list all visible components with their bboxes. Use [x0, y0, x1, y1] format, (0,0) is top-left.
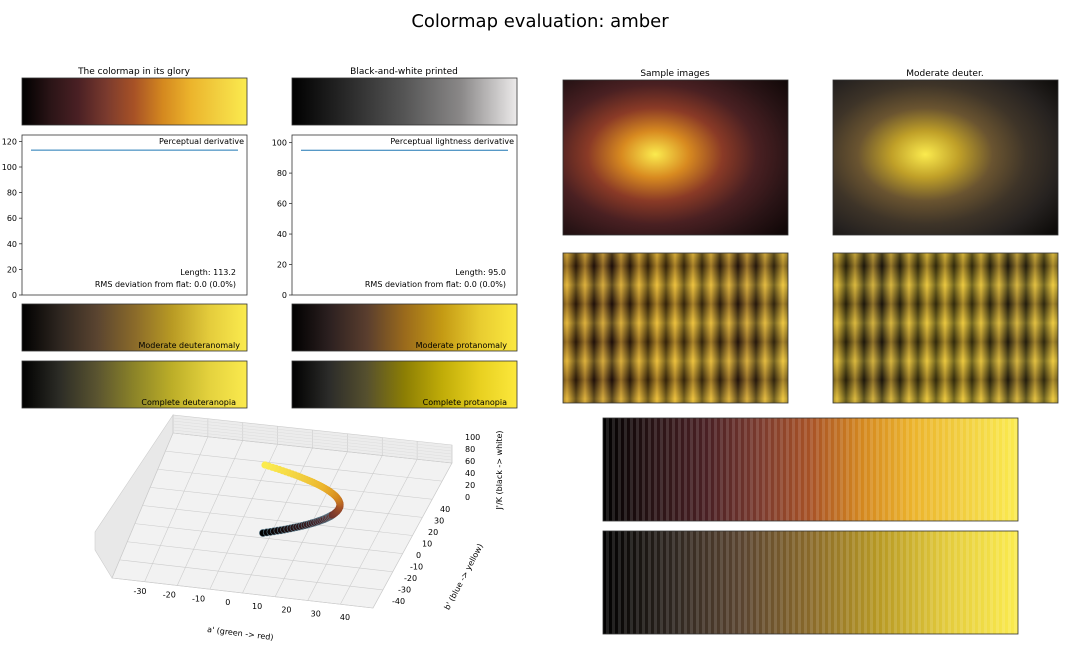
big-deuter-bar: [602, 530, 1019, 635]
floor-pane: [111, 432, 453, 609]
y-tick-label: 120: [2, 137, 17, 146]
glory-title: The colormap in its glory: [77, 67, 191, 77]
rms-annotation: RMS deviation from flat: 0.0 (0.0%): [365, 280, 506, 289]
y-tick-label: 20: [428, 528, 438, 537]
grid-line: [142, 505, 413, 536]
z-tick-label: 20: [465, 481, 475, 490]
comp-prot-bar: [291, 360, 518, 409]
y-tick-label: 0: [282, 291, 287, 300]
y-tick-label: 60: [277, 200, 287, 209]
y-tick-label: -20: [404, 574, 417, 583]
mod-prot-label: Moderate protanomaly: [416, 341, 508, 350]
plot-title: Perceptual derivative: [159, 137, 244, 146]
rms-annotation: RMS deviation from flat: 0.0 (0.0%): [95, 280, 236, 289]
mod-deut-label: Moderate deuteranomaly: [138, 341, 240, 350]
mod-prot-bar: [291, 303, 518, 352]
grid-line: [172, 432, 453, 464]
colormap-point: [261, 461, 269, 469]
y-tick-label: 100: [2, 163, 17, 172]
y-tick-label: 100: [272, 139, 287, 148]
y-tick-label: -30: [398, 586, 411, 595]
z-tick-label: 40: [465, 469, 475, 478]
grid-line: [134, 523, 403, 554]
length-annotation: Length: 113.2: [180, 268, 236, 277]
grid-line: [172, 429, 453, 461]
sample-image-terrain: [562, 79, 789, 236]
y-tick-label: 80: [7, 189, 17, 198]
comp-deut-bar: [21, 360, 248, 409]
y-axis-label: b' (blue -> yellow): [443, 542, 485, 611]
grid-line: [165, 450, 443, 482]
colormap-bar: [21, 77, 248, 126]
grid-line: [127, 541, 393, 573]
grid-line: [172, 423, 453, 455]
y-tick-label: 40: [440, 505, 450, 514]
z-tick-label: 100: [465, 433, 480, 442]
lightness-derivative-plot: 0 20 40 60 80 100 Perceptual lightness derivat…: [272, 134, 518, 300]
z-tick-label: 0: [465, 493, 470, 502]
x-tick-label: 0: [225, 598, 230, 607]
y-tick-label: 0: [416, 551, 421, 560]
bw-title: Black-and-white printed: [350, 67, 458, 77]
x-tick-label: -10: [192, 594, 205, 603]
z-tick-label: 60: [465, 457, 475, 466]
figure-title: Colormap evaluation: amber: [411, 11, 669, 32]
deuter-image-waves: [832, 252, 1059, 404]
z-axis-label: J'/K (black -> white): [495, 430, 504, 510]
grid-line: [172, 417, 453, 449]
y-tick-label: 20: [277, 261, 287, 270]
deuter-image-terrain: [832, 79, 1059, 236]
y-tick-label: 0: [12, 291, 17, 300]
y-tick-label: 40: [277, 230, 287, 239]
y-tick-label: -10: [410, 563, 423, 572]
x-tick-label: 10: [252, 602, 262, 611]
y-tick-label: 60: [7, 214, 17, 223]
y-tick-label: -40: [392, 597, 405, 606]
3d-colorspace-plot: -30 -20 -10 0 10 20 30 40a' (green -> red)-40-3…: [94, 414, 504, 642]
mod-deut-bar: [21, 303, 248, 352]
bw-bar: [291, 77, 518, 126]
grid-line: [172, 426, 453, 458]
comp-deut-label: Complete deuteranopia: [141, 398, 236, 407]
deuter-title: Moderate deuter.: [906, 69, 983, 79]
perceptual-derivative-plot: 0 20 40 60 80 100 120 Perceptual derivative Leng…: [2, 134, 248, 300]
comp-prot-label: Complete protanopia: [423, 398, 507, 407]
plot-frame: [21, 134, 248, 296]
sample-image-waves: [562, 252, 789, 404]
big-colormap-bar: [602, 417, 1019, 522]
grid-line: [119, 559, 383, 591]
y-tick-label: 20: [7, 265, 17, 274]
x-axis-label: a' (green -> red): [207, 625, 274, 642]
x-tick-label: 40: [340, 613, 350, 622]
x-tick-label: -20: [163, 591, 176, 600]
length-annotation: Length: 95.0: [455, 268, 506, 277]
samples-title: Sample images: [640, 69, 710, 79]
grid-line: [172, 420, 453, 452]
y-tick-label: 40: [7, 240, 17, 249]
grid-line: [111, 577, 374, 609]
x-tick-label: -30: [133, 587, 146, 596]
y-tick-label: 30: [434, 517, 444, 526]
plot-frame: [291, 134, 518, 296]
x-tick-label: 20: [281, 606, 291, 615]
grid-line: [150, 487, 423, 518]
y-tick-label: 10: [422, 540, 432, 549]
grid-line: [157, 468, 433, 500]
plot-title: Perceptual lightness derivative: [390, 137, 514, 146]
x-tick-label: 30: [311, 609, 321, 618]
z-tick-label: 80: [465, 445, 475, 454]
y-tick-label: 80: [277, 169, 287, 178]
